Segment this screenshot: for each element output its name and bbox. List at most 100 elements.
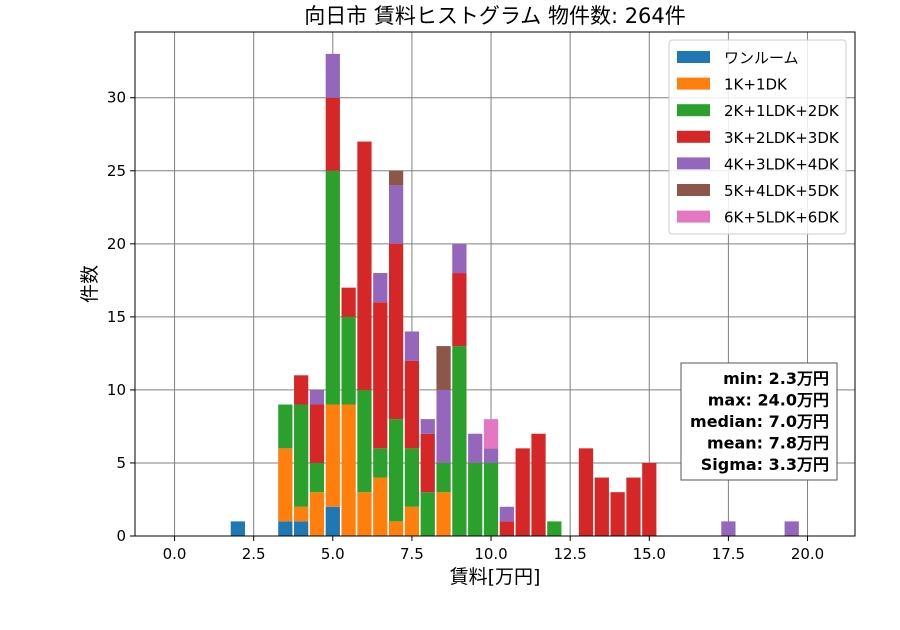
bar-1-3.5 [278,521,293,536]
bar-5-7 [388,185,404,244]
bar-4-13.5 [594,477,609,536]
bar-4-10.5 [499,521,514,536]
bar-5-8.5 [436,389,451,463]
bar-3-8 [420,492,435,536]
bar-6-8.5 [436,346,451,390]
legend-swatch-2 [677,77,710,90]
bar-3-9 [452,346,467,536]
x-tick-label: 20.0 [791,545,824,563]
bar-3-8.5 [436,462,451,493]
bar-4-9 [452,273,467,347]
legend-label-7: 6K+5LDK+6DK [724,209,840,227]
bar-4-14.5 [626,477,641,536]
bar-7-10 [483,419,499,449]
bar-4-13 [578,448,594,536]
legend-label-2: 1K+1DK [724,76,788,94]
bar-5-9.5 [468,433,483,463]
plot-frame [134,31,856,537]
bar-4-11.5 [531,433,546,536]
x-axis-title: 賃料[万円] [450,566,541,588]
x-tick-label: 10.0 [474,545,507,563]
legend-label-1: ワンルーム [724,49,799,67]
bar-2-8.5 [436,492,451,536]
x-tick-label: 12.5 [553,545,586,563]
x-tick-label: 2.5 [242,545,266,563]
legend-swatch-4 [677,130,710,143]
bar-1-4 [294,521,309,536]
bar-3-7 [388,419,404,522]
x-tick-label: 7.5 [400,545,424,563]
y-tick-label: 0 [116,527,126,545]
stats-line-5: Sigma: 3.3万円 [701,455,829,474]
bar-5-6.5 [373,273,388,303]
bar-2-3.5 [278,448,293,522]
legend-label-5: 4K+3LDK+4DK [724,155,840,173]
bar-3-3.5 [278,404,293,449]
bar-5-7.5 [404,331,420,361]
chart-title: 向日市 賃料ヒストグラム 物件数: 264件 [304,4,686,28]
bar-4-6.5 [373,302,388,449]
bar-5-19.5 [784,521,799,536]
bar-4-5.5 [341,287,356,317]
bar-5-5 [325,53,340,98]
bar-3-4.5 [309,462,325,493]
bar-2-7.5 [404,506,420,536]
legend-label-3: 2K+1LDK+2DK [724,102,840,120]
bar-5-8 [420,419,435,434]
bar-3-7.5 [404,448,420,507]
y-tick-label: 20 [107,235,126,253]
legend-label-4: 3K+2LDK+3DK [724,129,840,147]
bar-3-6 [357,389,372,493]
bar-2-7 [388,521,404,536]
bar-3-12 [547,521,562,536]
legend-swatch-3 [677,104,710,117]
bar-3-5.5 [341,316,356,405]
stats-box-frame [680,362,838,481]
legend-label-6: 5K+4LDK+5DK [724,182,840,200]
bar-4-11 [515,448,530,536]
bar-1-2 [230,521,245,536]
bar-2-4 [294,506,309,522]
y-tick-label: 10 [107,381,126,399]
bar-3-10 [483,462,499,536]
stats-line-3: median: 7.0万円 [690,412,829,431]
bar-4-14 [610,492,625,536]
bar-5-9 [452,243,467,274]
bar-4-7 [388,243,404,420]
bar-5-4.5 [309,389,325,405]
bar-2-5 [325,404,340,507]
stats-line-2: max: 24.0万円 [708,391,829,410]
bar-3-4 [294,404,309,507]
legend-box [668,39,847,235]
legend-swatch-1 [677,51,710,63]
bar-5-17.5 [721,521,736,536]
legend-swatch-5 [677,157,710,170]
bar-2-5.5 [341,404,356,536]
legend-swatch-7 [677,210,710,223]
bar-3-5 [325,170,340,405]
bar-3-6.5 [373,448,388,478]
bar-2-6.5 [373,477,388,536]
legend-swatch-6 [677,184,710,196]
y-tick-label: 25 [107,162,126,180]
stats-line-4: mean: 7.8万円 [707,434,829,453]
legend: ワンルーム 1K+1DK 2K+1LDK+2DK 3K+2LDK+3DK 4K+3LDK… [668,39,847,235]
bar-5-10.5 [499,506,514,522]
bars-layer [230,53,799,536]
x-tick-label: 0.0 [163,545,187,563]
bar-3-9.5 [468,462,483,536]
bar-4-15 [642,462,657,536]
y-tick-label: 15 [107,308,126,326]
bar-6-7 [388,170,404,186]
bar-4-4.5 [309,404,325,463]
y-tick-label: 5 [116,454,126,472]
grid-lines [135,32,855,537]
bar-5-10 [483,448,499,463]
x-tick-label: 15.0 [633,545,666,563]
axis-ticks: 0.0 2.5 5.0 7.5 10.0 12.5 15.0 17.5 20.0 0 5 10 15 20… [107,89,824,563]
bar-4-7.5 [404,360,420,449]
bar-1-5 [325,506,340,536]
bar-4-4 [294,375,309,405]
bar-2-4.5 [309,492,325,536]
